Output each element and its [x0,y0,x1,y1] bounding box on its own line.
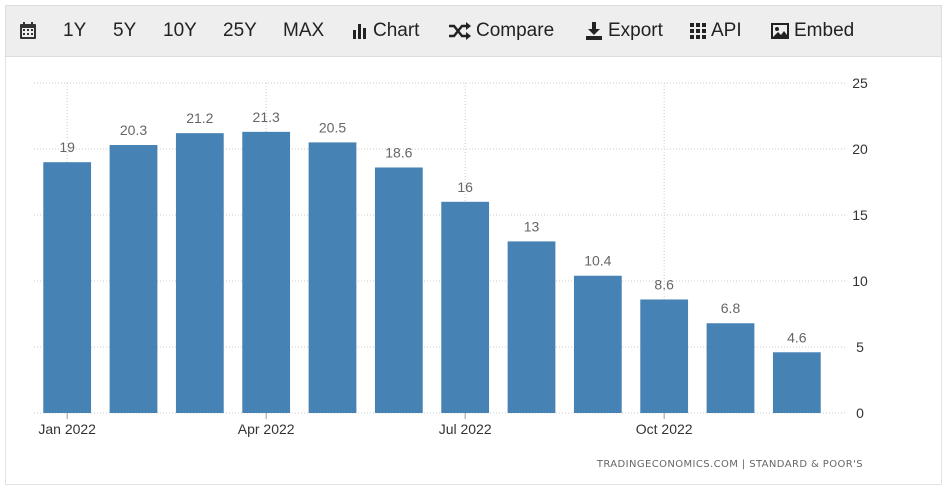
toolbar-5y-button[interactable]: 5Y [113,6,136,56]
bar[interactable] [109,145,158,414]
y-tick-label: 20 [852,141,868,157]
bar[interactable] [242,131,291,413]
bar[interactable] [308,142,357,413]
y-tick-label: 25 [852,75,868,91]
bar[interactable] [441,201,490,413]
bar-data-label: 13 [524,218,540,234]
toolbar-max-button[interactable]: MAX [283,6,324,56]
toolbar-max-label: MAX [283,20,325,41]
toolbar-compare-button[interactable]: Compare [448,6,554,56]
toolbar-export-label: Export [608,20,663,41]
shuffle-icon [448,22,472,40]
bar[interactable] [772,352,821,413]
toolbar-1y-label: 1Y [63,20,87,41]
toolbar-embed-label: Embed [794,20,855,41]
bar-data-label: 19 [59,139,75,155]
bar[interactable] [43,162,92,413]
toolbar-25y-label: 25Y [223,20,257,41]
toolbar-10y-label: 10Y [163,20,197,41]
bar[interactable] [507,241,556,413]
calendar-icon [18,21,38,41]
bar[interactable] [374,167,423,413]
bar[interactable] [573,275,622,413]
bar-data-label: 20.3 [120,122,147,138]
x-tick-label: Apr 2022 [238,421,295,437]
toolbar-chart-button[interactable]: Chart [351,6,419,56]
toolbar-embed-button[interactable]: Embed [770,6,854,56]
bar-data-label: 6.8 [721,300,741,316]
chart-toolbar: 1Y 5Y 10Y 25Y MAX Chart Compare Export API Embed [5,5,942,57]
toolbar-export-button[interactable]: Export [584,6,663,56]
toolbar-25y-button[interactable]: 25Y [223,6,257,56]
y-tick-label: 15 [852,207,868,223]
toolbar-1y-button[interactable]: 1Y [63,6,86,56]
bar-data-label: 18.6 [385,144,412,160]
grid-icon [689,22,707,40]
toolbar-compare-label: Compare [476,20,555,41]
download-icon [584,21,604,41]
bar-data-label: 16 [457,179,473,195]
bar-data-label: 10.4 [584,253,611,269]
bar[interactable] [706,323,755,413]
toolbar-5y-label: 5Y [113,20,137,41]
y-tick-label: 10 [852,273,868,289]
source-credit[interactable]: TRADINGECONOMICS.COM | STANDARD & POOR'S [596,459,863,470]
toolbar-api-label: API [711,20,742,41]
toolbar-api-button[interactable]: API [689,6,742,56]
toolbar-calendar-button[interactable] [18,6,38,56]
x-tick-label: Jan 2022 [38,421,96,437]
chart-area [5,57,942,485]
x-tick-label: Oct 2022 [636,421,693,437]
y-tick-label: 5 [856,339,864,355]
image-icon [770,22,790,40]
bar[interactable] [640,299,689,413]
bar-chart-icon [351,22,369,40]
bar-data-label: 21.2 [186,110,213,126]
bar-data-label: 4.6 [787,329,807,345]
y-tick-label: 0 [856,405,864,421]
toolbar-chart-label: Chart [373,20,420,41]
bar-data-label: 20.5 [319,119,346,135]
toolbar-10y-button[interactable]: 10Y [163,6,197,56]
x-tick-label: Jul 2022 [439,421,492,437]
bar[interactable] [175,133,224,413]
